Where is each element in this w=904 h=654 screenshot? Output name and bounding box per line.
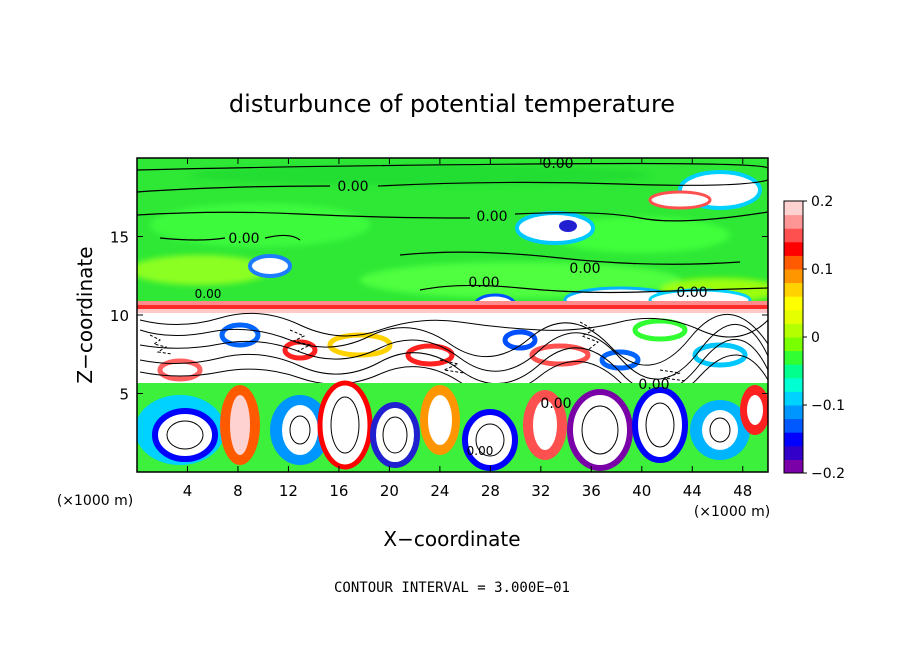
colorbar-swatch (784, 432, 803, 447)
colorbar-swatch (784, 364, 803, 379)
svg-text:0.00: 0.00 (638, 377, 669, 393)
field-lower-swirls (137, 380, 768, 471)
colorbar-tick-label: 0 (811, 330, 820, 346)
colorbar-swatch (784, 201, 803, 216)
svg-text:0.00: 0.00 (676, 285, 707, 301)
y-axis: 5 10 15 (110, 229, 768, 404)
x-tick-label: 20 (380, 482, 399, 500)
x-unit-right: (×1000 m) (694, 504, 770, 520)
colorbar-swatch (784, 337, 803, 352)
colorbar-swatch (784, 255, 803, 270)
field-upper-blobs (248, 170, 762, 317)
colorbar-swatch (784, 350, 803, 365)
x-axis: 4 8 12 16 20 24 28 32 36 40 44 48 (183, 158, 752, 500)
colorbar-tick-label: 0.1 (811, 262, 833, 278)
y-axis-label: Z−coordinate (73, 246, 97, 383)
x-tick-label: 8 (233, 482, 243, 500)
x-tick-label: 12 (279, 482, 298, 500)
x-axis-label: X−coordinate (383, 527, 520, 551)
colorbar-swatch (784, 418, 803, 433)
x-tick-label: 40 (632, 482, 651, 500)
svg-text:0.00: 0.00 (569, 261, 600, 277)
y-tick-label: 15 (110, 229, 129, 247)
plot-area: 0.00 0.00 0.00 0.00 0.00 0.00 0.00 0.00 … (137, 156, 768, 472)
colorbar-swatch (784, 269, 803, 284)
svg-text:0.00: 0.00 (195, 287, 222, 301)
colorbar-swatch (784, 309, 803, 324)
colorbar-swatch (784, 241, 803, 256)
x-tick-label: 36 (582, 482, 601, 500)
colorbar-swatch (784, 405, 803, 420)
colorbar-swatch (784, 214, 803, 229)
x-tick-label: 24 (430, 482, 449, 500)
colorbar-tick-label: −0.1 (811, 398, 845, 414)
svg-text:0.00: 0.00 (467, 444, 494, 458)
colorbar-swatch (784, 296, 803, 311)
colorbar-swatch (784, 228, 803, 243)
colorbar-swatch (784, 459, 803, 474)
colorbar-tick-label: −0.2 (811, 466, 845, 482)
x-tick-label: 48 (733, 482, 752, 500)
y-tick-label: 10 (110, 307, 129, 325)
svg-text:0.00: 0.00 (337, 179, 368, 195)
contour-labels: 0.00 0.00 0.00 0.00 0.00 0.00 0.00 0.00 … (195, 156, 708, 458)
colorbar-frame (783, 200, 804, 474)
x-unit-left: (×1000 m) (57, 493, 133, 509)
svg-text:0.00: 0.00 (228, 231, 259, 247)
svg-text:0.00: 0.00 (468, 275, 499, 291)
colorbar-swatch (784, 377, 803, 392)
zero-contours (137, 162, 768, 294)
contour-interval: CONTOUR INTERVAL = 3.000E−01 (334, 580, 570, 596)
colorbar-swatch (784, 445, 803, 460)
svg-text:0.00: 0.00 (542, 156, 573, 172)
colorbar-swatch (784, 323, 803, 338)
y-tick-label: 5 (119, 386, 129, 404)
colorbar-tick-label: 0.2 (811, 194, 833, 210)
colorbar: 0.2 0.1 0 −0.1 −0.2 (784, 194, 845, 482)
x-tick-label: 4 (183, 482, 193, 500)
lower-contours (166, 396, 731, 457)
colorbar-swatch (784, 391, 803, 406)
x-tick-label: 32 (531, 482, 550, 500)
svg-text:0.00: 0.00 (540, 396, 571, 412)
svg-text:0.00: 0.00 (476, 209, 507, 225)
x-tick-label: 16 (329, 482, 348, 500)
chart-title: disturbunce of potential temperature (229, 90, 675, 118)
x-tick-label: 28 (481, 482, 500, 500)
colorbar-swatch (784, 282, 803, 297)
x-tick-label: 44 (683, 482, 702, 500)
